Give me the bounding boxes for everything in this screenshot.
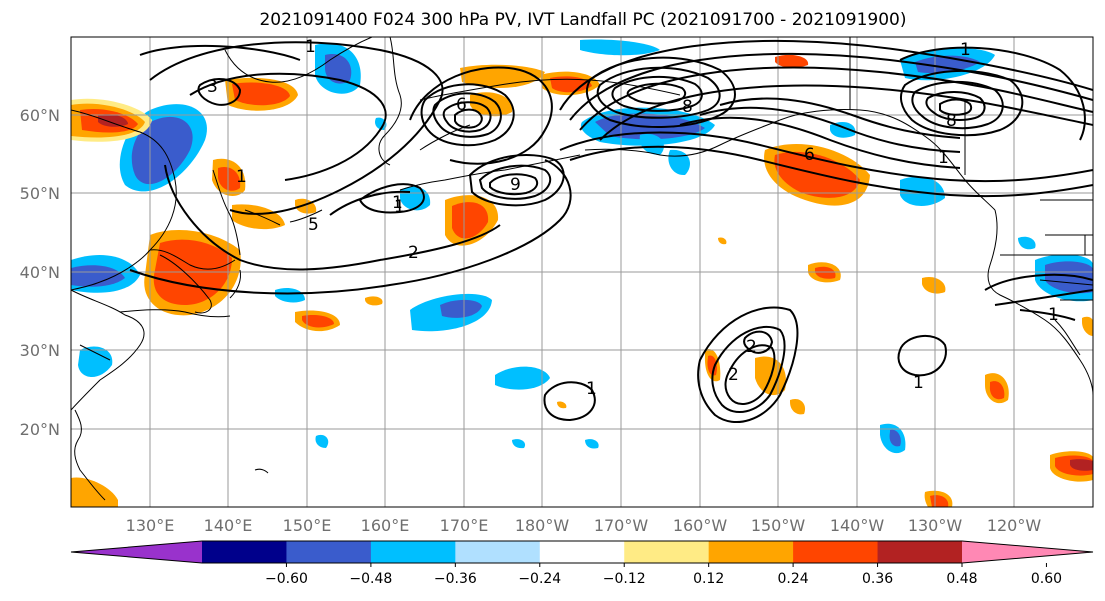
colorbar-tick-label: −0.48 — [349, 571, 392, 587]
contour-label: 1 — [938, 148, 949, 168]
contour-label: 8 — [682, 97, 693, 117]
map-panel: 1 3 1 2 1 5 6 9 8 6 1 8 1 1 2 2 1 1 1 — [71, 37, 1093, 507]
colorbar-extension-low — [71, 541, 202, 563]
colorbar: −0.60 −0.48 −0.36 −0.24 −0.12 0.12 0.24 0.36 0.4… — [70, 540, 1094, 587]
lat-label: 20°N — [20, 420, 60, 439]
lat-label: 60°N — [20, 106, 60, 125]
latitude-labels: 60°N 50°N 40°N 30°N 20°N — [20, 106, 60, 439]
contour-label: 3 — [207, 77, 218, 97]
contour-label: 2 — [746, 337, 757, 357]
lon-label: 140°E — [204, 516, 253, 535]
colorbar-outline — [70, 540, 1094, 564]
contour-label: 6 — [804, 145, 815, 165]
colorbar-segment — [539, 541, 625, 563]
longitude-labels: 130°E 140°E 150°E 160°E 170°E 180°W 170°… — [126, 516, 1042, 535]
colorbar-segment — [202, 541, 287, 563]
colorbar-segment — [624, 541, 710, 563]
colorbar-extension-high — [962, 541, 1093, 563]
contour-labels: 1 3 1 2 1 5 6 9 8 6 1 8 1 1 2 2 1 1 1 — [207, 37, 1059, 399]
negative-anomaly-shading — [71, 39, 1093, 454]
lat-label: 40°N — [20, 263, 60, 282]
map-frame — [70, 36, 1094, 508]
lon-label: 180°W — [515, 516, 570, 535]
lon-label: 160°E — [361, 516, 410, 535]
colorbar-tick-label: 0.12 — [693, 571, 724, 587]
colorbar-segment — [286, 541, 372, 563]
contour-label: 6 — [456, 95, 467, 115]
lon-label: 120°W — [987, 516, 1042, 535]
contour-label: 9 — [510, 175, 521, 195]
lon-label: 150°W — [751, 516, 806, 535]
contour-label: 1 — [960, 40, 971, 60]
lon-label: 140°W — [830, 516, 885, 535]
contour-label: 1 — [586, 379, 597, 399]
colorbar-tick-label: 0.60 — [1031, 571, 1062, 587]
graticule — [71, 37, 1093, 507]
lon-label: 150°E — [283, 516, 332, 535]
contour-label: 2 — [408, 243, 419, 263]
contour-label: 1 — [236, 167, 247, 187]
lat-label: 30°N — [20, 341, 60, 360]
contour-label: 1 — [392, 193, 403, 213]
colorbar-tick-label: 0.36 — [862, 571, 893, 587]
contour-label: 1 — [394, 197, 405, 217]
colorbar-tick-label: −0.36 — [434, 571, 477, 587]
colorbar-segment — [370, 541, 456, 563]
contour-label: 2 — [728, 365, 739, 385]
lon-label: 170°E — [440, 516, 489, 535]
colorbar-tick-label: −0.24 — [518, 571, 561, 587]
ivt-contours — [129, 39, 1093, 424]
colorbar-segment — [455, 541, 541, 563]
colorbar-segment — [877, 541, 963, 563]
contour-label: 1 — [913, 373, 924, 393]
contour-label: 1 — [1048, 305, 1059, 325]
contour-label: 8 — [946, 111, 957, 131]
colorbar-segment — [793, 541, 879, 563]
lon-label: 130°E — [126, 516, 175, 535]
figure-title: 2021091400 F024 300 hPa PV, IVT Landfall… — [259, 10, 906, 30]
colorbar-segment — [708, 541, 794, 563]
contour-label: 5 — [308, 215, 319, 235]
colorbar-tick-label: 0.24 — [778, 571, 809, 587]
lat-label: 50°N — [20, 184, 60, 203]
lon-label: 170°W — [594, 516, 649, 535]
contour-label: 1 — [305, 37, 316, 57]
coastlines — [71, 37, 1093, 501]
lon-label: 160°W — [673, 516, 728, 535]
lon-label: 130°W — [908, 516, 963, 535]
colorbar-tick-label: 0.48 — [946, 571, 977, 587]
colorbar-tick-label: −0.12 — [603, 571, 646, 587]
colorbar-tick-label: −0.60 — [265, 571, 308, 587]
